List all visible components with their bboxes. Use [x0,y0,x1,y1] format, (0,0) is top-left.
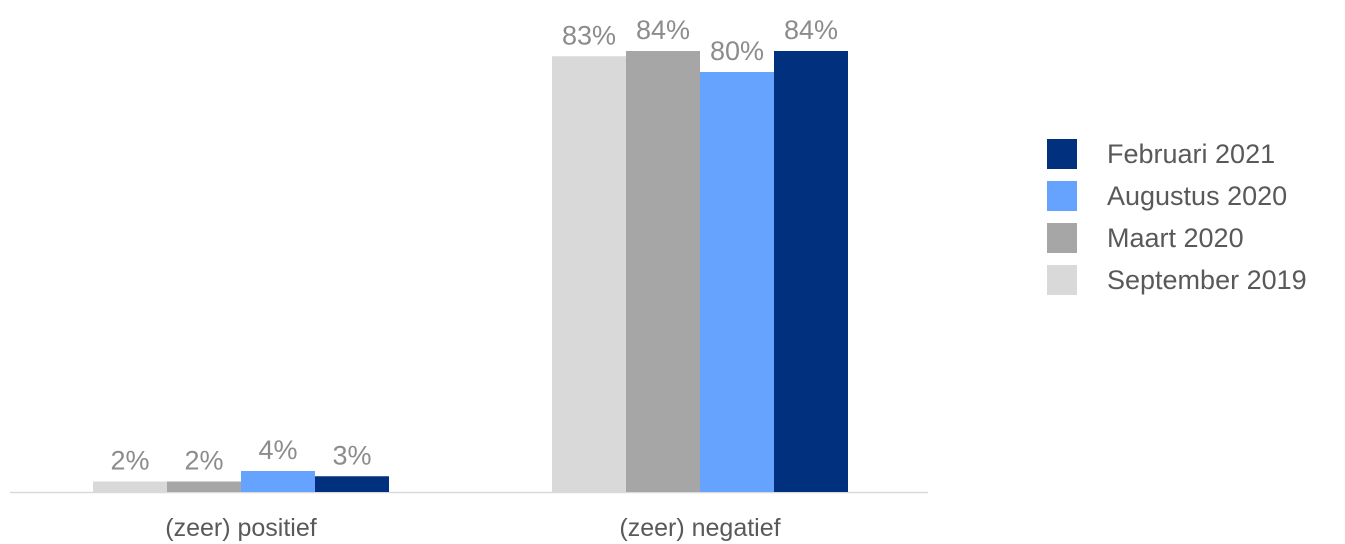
legend-label-maart-2020: Maart 2020 [1107,222,1244,253]
data-label-zeer-positief-september-2019: 2% [110,446,149,476]
legend-item-september-2019: September 2019 [1047,259,1307,301]
legend-item-februari-2021: Februari 2021 [1047,133,1307,175]
legend-label-augustus-2020: Augustus 2020 [1107,180,1288,211]
bar-zeer-negatief-augustus-2020 [700,72,774,492]
bar-zeer-positief-september-2019 [93,481,167,492]
data-label-zeer-negatief-augustus-2020: 80% [710,36,764,66]
data-label-zeer-negatief-september-2019: 83% [562,20,616,50]
data-label-zeer-positief-maart-2020: 2% [184,446,223,476]
data-label-zeer-positief-februari-2021: 3% [332,440,371,470]
legend-swatch-februari-2021 [1047,139,1077,169]
legend-label-september-2019: September 2019 [1107,264,1307,295]
legend-swatch-maart-2020 [1047,223,1077,253]
data-label-zeer-negatief-februari-2021: 84% [784,15,838,45]
bar-zeer-negatief-februari-2021 [774,51,848,492]
legend-item-augustus-2020: Augustus 2020 [1047,175,1307,217]
category-label-zeer-negatief: (zeer) negatief [619,514,780,542]
bar-zeer-negatief-maart-2020 [626,51,700,492]
bar-chart: 2% 2% 4% 3% (zeer) positief 83% 84% 80% 84% (zeer… [10,15,928,542]
bar-zeer-negatief-september-2019 [552,56,626,492]
category-label-zeer-positief: (zeer) positief [165,514,316,542]
bar-zeer-positief-augustus-2020 [241,471,315,492]
legend-label-februari-2021: Februari 2021 [1107,138,1276,169]
data-label-zeer-positief-augustus-2020: 4% [258,435,297,465]
data-label-zeer-negatief-maart-2020: 84% [636,15,690,45]
chart-legend: Februari 2021 Augustus 2020 Maart 2020 S… [1047,133,1307,301]
legend-item-maart-2020: Maart 2020 [1047,217,1307,259]
bar-zeer-positief-februari-2021 [315,476,389,492]
legend-swatch-september-2019 [1047,265,1077,295]
legend-swatch-augustus-2020 [1047,181,1077,211]
bar-zeer-positief-maart-2020 [167,481,241,492]
